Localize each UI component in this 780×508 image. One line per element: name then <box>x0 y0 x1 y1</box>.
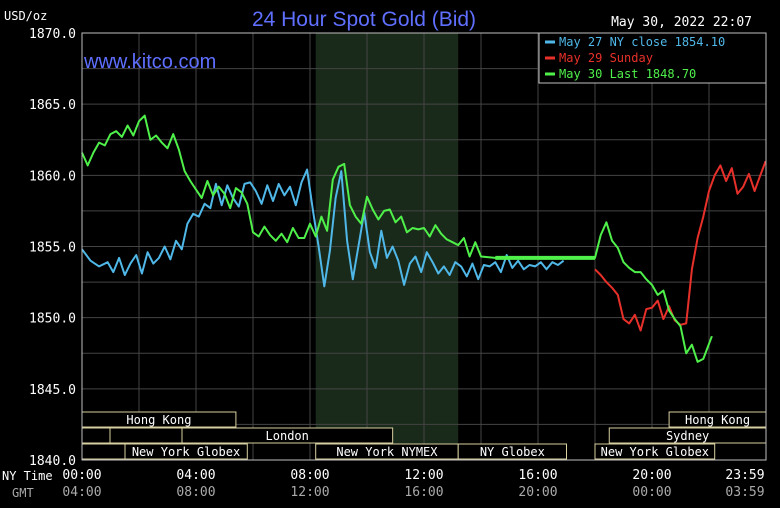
session-bar <box>81 427 111 444</box>
session-bar <box>594 443 716 460</box>
series-line <box>81 168 565 288</box>
legend-label: May 29 Sunday <box>559 51 653 65</box>
plot-frame <box>81 32 767 461</box>
unit-label: USD/oz <box>4 9 47 23</box>
session-label: New York Globex <box>132 445 240 459</box>
y-tick-label: 1860.0 <box>29 169 76 184</box>
x-tick-ny: 00:00 <box>62 468 101 483</box>
y-axis-ticks: 1870.0 1865.0 1860.0 1855.0 1850.0 1845.0 1840… <box>29 27 76 469</box>
session-label: New York NYMEX <box>336 445 438 459</box>
x-tick-gmt: 03:59 <box>725 485 764 500</box>
session-label: New York Globex <box>601 445 709 459</box>
session-bar <box>81 443 126 460</box>
series-lines <box>81 114 767 363</box>
x-tick-gmt: 12:00 <box>290 485 329 500</box>
session-label: Sydney <box>666 429 709 443</box>
legend: May 27 NY close 1854.10 May 29 Sunday May … <box>545 35 725 81</box>
x-axis-ticks: 00:00 04:00 08:00 12:00 16:00 20:00 23:59 04:00… <box>62 468 764 500</box>
gmt-label: GMT <box>12 486 34 500</box>
y-tick-label: 1840.0 <box>29 454 76 469</box>
legend-label: May 27 NY close 1854.10 <box>559 35 725 49</box>
session-label: London <box>266 429 309 443</box>
chart-title: 24 Hour Spot Gold (Bid) <box>252 8 476 31</box>
timestamp: May 30, 2022 22:07 <box>611 15 752 30</box>
x-tick-ny: 16:00 <box>518 468 557 483</box>
x-tick-ny: 12:00 <box>404 468 443 483</box>
x-tick-ny: 23:59 <box>725 468 764 483</box>
x-tick-gmt: 00:00 <box>632 485 671 500</box>
ny-time-label: NY Time <box>2 469 53 483</box>
y-tick-label: 1865.0 <box>29 98 76 113</box>
watermark: www.kitco.com <box>83 51 216 73</box>
y-tick-label: 1855.0 <box>29 241 76 256</box>
session-bars: Hong Kong Hong Kong London Sydney New York G… <box>81 411 767 460</box>
session-bar <box>109 427 183 444</box>
x-tick-gmt: 16:00 <box>404 485 443 500</box>
session-bar <box>457 443 568 460</box>
x-tick-gmt: 04:00 <box>62 485 101 500</box>
x-tick-gmt: 20:00 <box>518 485 557 500</box>
x-tick-ny: 04:00 <box>176 468 215 483</box>
x-tick-ny: 08:00 <box>290 468 329 483</box>
y-tick-label: 1845.0 <box>29 383 76 398</box>
series-line <box>81 114 713 363</box>
x-tick-gmt: 08:00 <box>176 485 215 500</box>
session-label: Hong Kong <box>685 413 750 427</box>
session-label: NY Globex <box>480 445 545 459</box>
y-tick-label: 1870.0 <box>29 27 76 42</box>
legend-label: May 30 Last 1848.70 <box>559 67 696 81</box>
y-tick-label: 1850.0 <box>29 312 76 327</box>
grid <box>81 32 767 461</box>
x-tick-ny: 20:00 <box>632 468 671 483</box>
legend-box <box>538 32 767 84</box>
session-label: Hong Kong <box>126 413 191 427</box>
